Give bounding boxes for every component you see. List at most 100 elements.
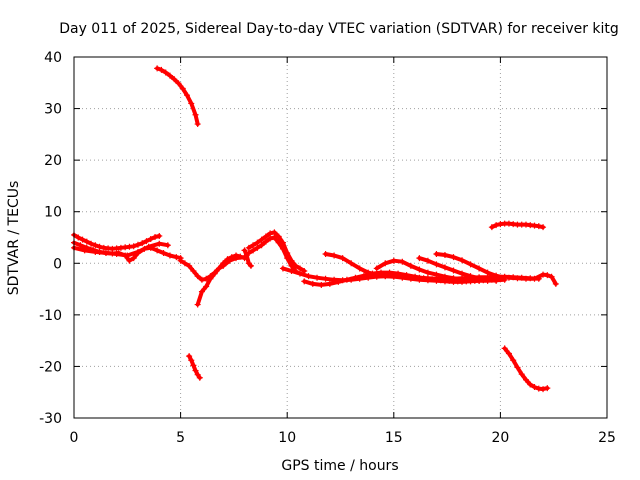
data-point [258, 236, 265, 243]
data-point [134, 241, 141, 248]
data-point [339, 255, 346, 262]
data-point [139, 240, 146, 247]
x-tick-label: 10 [278, 430, 296, 446]
data-point [390, 257, 397, 264]
series-trail [502, 346, 550, 392]
data-point [228, 254, 235, 261]
data-point [207, 275, 214, 282]
data-point [190, 362, 197, 369]
series-arc-7 [186, 353, 203, 381]
data-point [450, 275, 457, 282]
data-point [514, 275, 521, 282]
data-point [535, 223, 542, 230]
x-tick-label: 5 [176, 430, 185, 446]
data-point [126, 257, 133, 264]
x-tick-label: 20 [491, 430, 509, 446]
series-arc-18 [501, 345, 551, 393]
data-point [433, 271, 440, 278]
data-point [531, 275, 538, 282]
data-point [450, 254, 457, 261]
data-point [527, 381, 534, 388]
data-point [196, 374, 203, 381]
data-point [360, 272, 367, 279]
data-point [288, 268, 295, 275]
data-point [296, 270, 303, 277]
data-point [113, 251, 120, 258]
data-point [130, 255, 137, 262]
data-point [309, 280, 316, 287]
data-point [552, 280, 559, 287]
data-point [154, 247, 161, 254]
data-point [186, 353, 193, 360]
data-point [158, 66, 165, 73]
data-point [433, 277, 440, 284]
data-point [81, 247, 88, 254]
x-tick-label: 25 [598, 430, 616, 446]
series-trail [178, 255, 247, 282]
y-tick-label: 10 [44, 205, 62, 221]
series-arc-17 [488, 220, 547, 231]
data-point [531, 384, 538, 391]
data-point [262, 233, 269, 240]
data-point [548, 273, 555, 280]
data-point [245, 244, 252, 251]
series-arc-8 [245, 229, 308, 275]
data-point [296, 265, 303, 272]
data-point [267, 230, 274, 237]
data-point [183, 92, 190, 99]
data-point [77, 242, 84, 249]
data-point [156, 232, 163, 239]
data-point [493, 272, 500, 279]
data-point [198, 276, 205, 283]
data-point [305, 273, 312, 280]
data-point [459, 270, 466, 277]
data-point [365, 269, 372, 276]
data-point [262, 238, 269, 245]
data-point [407, 262, 414, 269]
data-point [79, 236, 86, 243]
data-point [373, 271, 380, 278]
series-arc-6 [194, 252, 248, 308]
data-point [243, 252, 250, 259]
data-point [154, 65, 161, 72]
data-point [96, 243, 103, 250]
data-point [162, 69, 169, 76]
series-arc-3 [71, 240, 171, 259]
data-point [279, 265, 286, 272]
y-axis-label: SDTVAR / TECUs [6, 181, 22, 296]
x-axis-label: GPS time / hours [281, 458, 398, 474]
plot-frame [73, 56, 608, 419]
data-point [130, 243, 137, 250]
data-point [484, 276, 491, 283]
data-point [194, 301, 201, 308]
chart-title: Day 011 of 2025, Sidereal Day-to-day VTE… [59, 21, 619, 37]
data-point [220, 260, 227, 267]
y-tick-label: -20 [39, 359, 62, 375]
data-point [424, 269, 431, 276]
data-point [459, 257, 466, 264]
data-point [441, 264, 448, 271]
data-point [194, 371, 201, 378]
data-point [467, 261, 474, 268]
data-point [192, 367, 199, 374]
data-point [424, 257, 431, 264]
data-point [318, 281, 325, 288]
data-point [247, 262, 254, 269]
data-point [476, 265, 483, 272]
data-point [356, 265, 363, 272]
x-tick-label: 15 [385, 430, 403, 446]
data-point [194, 121, 201, 128]
data-point [194, 273, 201, 280]
series-arc-1 [71, 231, 163, 252]
data-point [373, 265, 380, 272]
data-point [505, 274, 512, 281]
data-point [237, 253, 244, 260]
data-point [518, 371, 525, 378]
data-point [301, 278, 308, 285]
data-point [335, 278, 342, 285]
y-tick-label: -10 [39, 308, 62, 324]
data-point [433, 261, 440, 268]
data-point [399, 258, 406, 265]
x-tick-label: 0 [70, 430, 79, 446]
